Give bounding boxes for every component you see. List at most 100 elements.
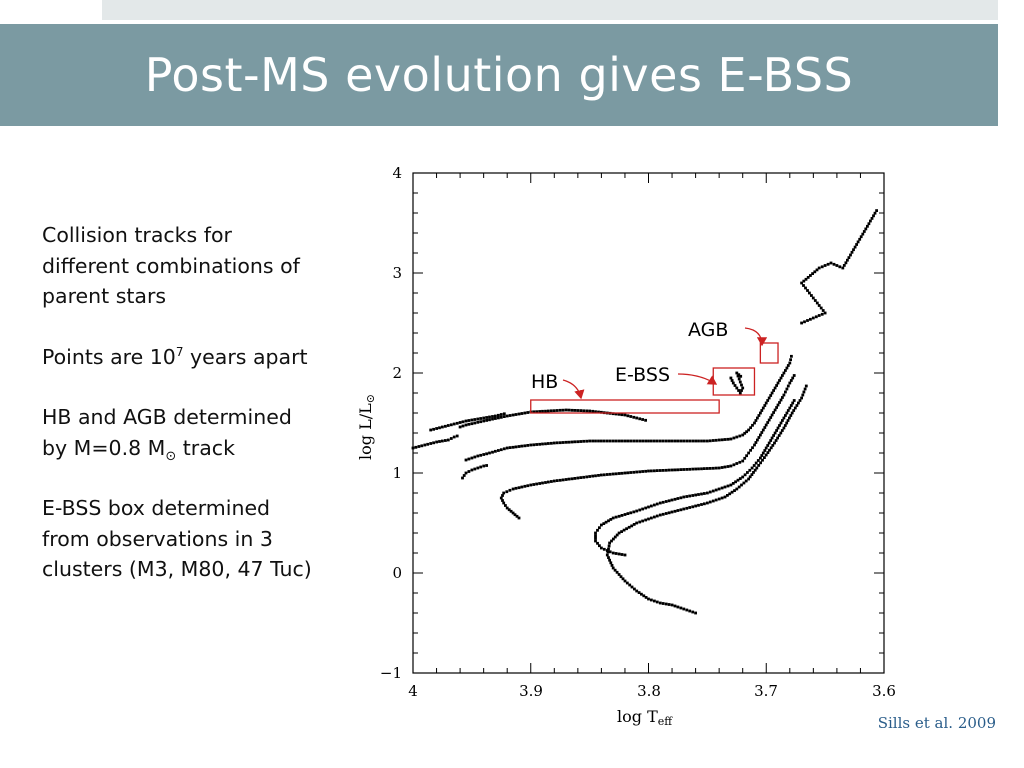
track-point [641, 470, 644, 473]
track-point [615, 570, 619, 574]
track-point [734, 480, 737, 484]
track-point [623, 471, 627, 475]
track-point [714, 466, 718, 470]
track-point [772, 411, 775, 414]
track-point [552, 441, 556, 445]
track-point [628, 583, 632, 587]
track-point [817, 266, 821, 270]
track-point [679, 439, 683, 443]
track-point [605, 553, 609, 557]
track-point [600, 523, 603, 527]
track-point [682, 468, 686, 471]
track-point [610, 539, 613, 543]
track-point [685, 506, 689, 510]
track-point [852, 248, 855, 252]
track-point [782, 371, 786, 375]
bullet-text: E-BSS box determined [42, 496, 271, 520]
track-point [485, 419, 488, 422]
track-point [626, 414, 630, 418]
track-point [611, 439, 615, 443]
track-point [476, 420, 480, 424]
track-point [664, 512, 668, 515]
hb-arrow [562, 379, 585, 400]
track-point [613, 535, 617, 539]
track-point [644, 418, 647, 422]
track-point [502, 501, 506, 505]
track-point [817, 314, 821, 317]
track-point [611, 566, 615, 570]
track-point [849, 253, 852, 257]
track-point [608, 472, 612, 476]
track-point [607, 547, 610, 551]
track-point [670, 603, 674, 607]
track-point [691, 467, 695, 471]
track-point [594, 474, 597, 478]
axis-ticks [412, 172, 885, 674]
track-point [467, 457, 471, 461]
track-point [755, 466, 759, 470]
track-point [508, 414, 512, 417]
track-point [756, 459, 760, 462]
track-point [615, 533, 619, 537]
track-point [441, 439, 444, 443]
track-point [550, 441, 553, 445]
track-point [826, 262, 830, 266]
track-point [729, 437, 733, 441]
track-point [502, 415, 506, 418]
track-point [757, 414, 761, 417]
track-point [582, 409, 586, 413]
track-point [676, 439, 680, 443]
track-point [623, 553, 627, 557]
track-point [667, 603, 671, 606]
bullet-text: track [176, 435, 235, 460]
track-point [785, 421, 789, 425]
track-point [641, 507, 644, 511]
track-point [582, 475, 586, 479]
track-point [773, 441, 776, 445]
track-point [608, 439, 612, 443]
track-point [608, 541, 611, 545]
bullet-collision-tracks: Collision tracks for different combinati… [42, 220, 372, 312]
track-point [532, 410, 536, 414]
track-point [488, 451, 491, 455]
track-point [658, 601, 662, 605]
track-point [685, 468, 689, 471]
track-point [779, 376, 783, 380]
track-point [538, 442, 541, 446]
track-point [640, 592, 643, 596]
track-point [775, 429, 778, 432]
track-point [579, 440, 583, 443]
bullet-text: HB and AGB determined [42, 405, 292, 429]
track-point [479, 417, 483, 420]
track-point [497, 413, 500, 417]
bullet-list: Collision tracks for different combinati… [42, 220, 372, 615]
track-point [502, 412, 506, 416]
track-point [610, 564, 614, 567]
track-point [464, 458, 468, 462]
bullet-text: by M=0.8 M [42, 435, 166, 460]
track-point [749, 448, 752, 452]
region-box [759, 342, 779, 364]
track-point [517, 516, 521, 520]
track-point [741, 433, 745, 437]
track-point [606, 550, 610, 554]
track-point [655, 514, 659, 518]
track-point [789, 414, 793, 417]
track-point [750, 466, 754, 470]
track-point [476, 466, 480, 470]
track-point [788, 416, 791, 420]
track-point [720, 438, 724, 442]
track-point [614, 472, 618, 476]
track-point [823, 311, 827, 315]
track-point [872, 214, 875, 218]
track-point [609, 561, 613, 565]
track-point [691, 505, 695, 509]
track-point [441, 425, 444, 429]
track-point [714, 488, 718, 492]
track-point [558, 478, 562, 482]
bullet-text: parent stars [42, 284, 167, 308]
track-point [515, 514, 519, 518]
track-point [782, 426, 786, 430]
track-point [626, 512, 630, 515]
slide-title: Post-MS evolution gives E-BSS [144, 48, 854, 102]
